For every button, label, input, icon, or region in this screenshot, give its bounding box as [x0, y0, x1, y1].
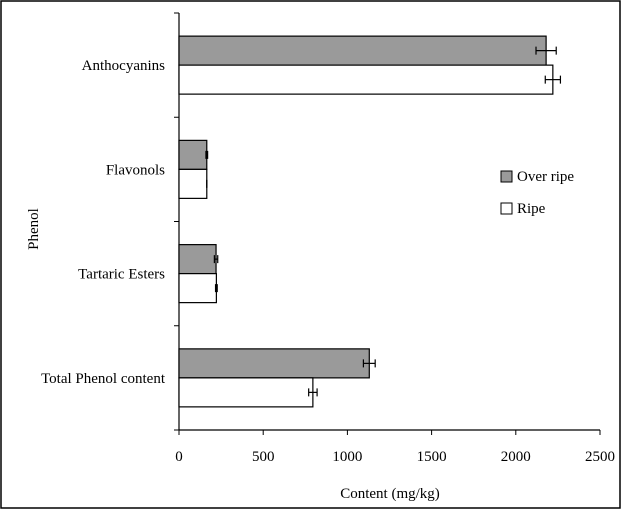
category-labels: Anthocyanins Flavonols Tartaric Esters Tota…: [41, 58, 166, 387]
bar-ripe: [178, 64, 554, 95]
bar-ripe: [178, 273, 217, 304]
legend: Over ripe Ripe: [500, 169, 621, 217]
category-label: Flavonols: [106, 162, 165, 178]
bar-over-ripe: [178, 348, 370, 379]
category-label: Anthocyanins: [82, 58, 165, 74]
bar-over-ripe: [178, 139, 208, 170]
x-tick-label: 2000: [501, 449, 531, 465]
x-tick-label: 0: [175, 449, 183, 465]
category-label: Total Phenol content: [41, 371, 166, 387]
x-tick-label: 1500: [417, 449, 447, 465]
bar-over-ripe: [178, 35, 547, 66]
legend-swatch-ripe: [500, 202, 513, 215]
x-tick-labels: 0 500 1000 1500 2000 2500: [175, 449, 615, 465]
x-axis-title: Content (mg/kg): [340, 486, 440, 502]
x-tick-label: 1000: [332, 449, 362, 465]
category-label: Tartaric Esters: [78, 267, 165, 283]
bar-over-ripe: [178, 244, 217, 275]
legend-swatch-over-ripe: [500, 170, 513, 183]
bar-ripe: [178, 168, 208, 199]
bars: [178, 35, 554, 408]
legend-label-over-ripe: Over ripe: [517, 169, 574, 185]
legend-label-ripe: Ripe: [517, 201, 546, 217]
x-tick-label: 2500: [585, 449, 615, 465]
x-tick-label: 500: [252, 449, 275, 465]
bar-ripe: [178, 377, 314, 408]
error-bars: [205, 46, 562, 397]
y-axis-title: Phenol: [26, 208, 42, 250]
